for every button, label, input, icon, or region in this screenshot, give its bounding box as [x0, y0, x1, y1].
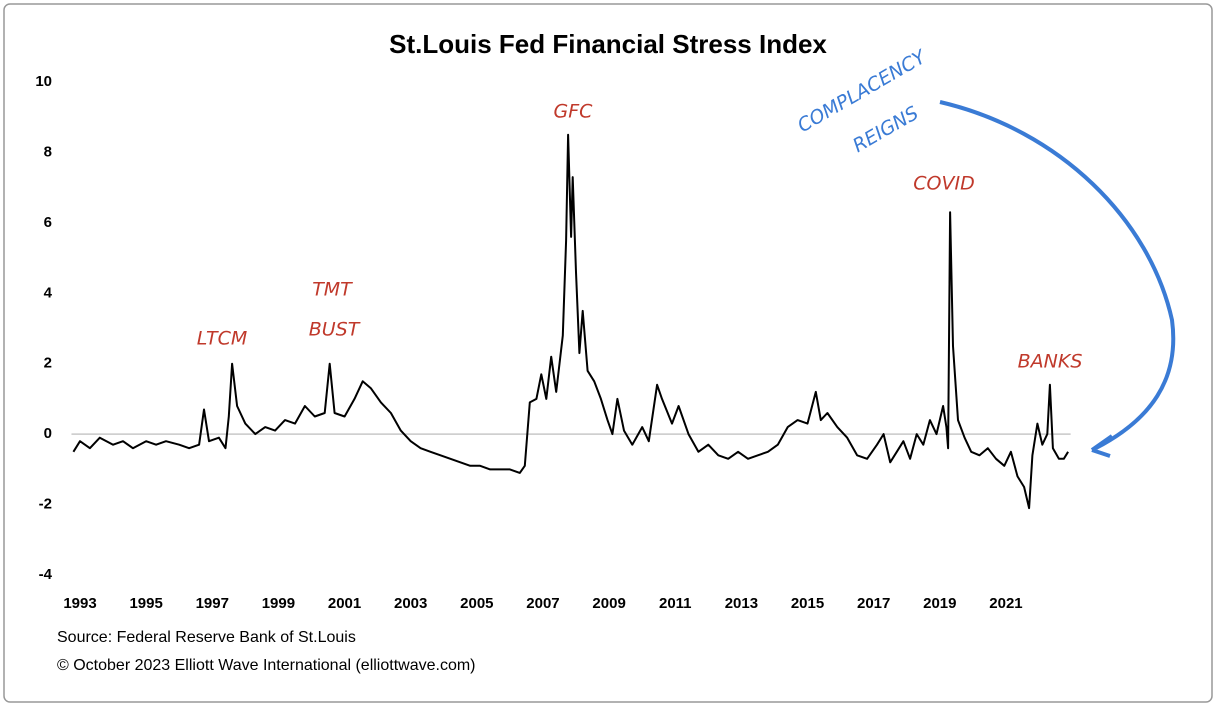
x-tick-label: 1997 [196, 595, 229, 612]
frame [3, 3, 1213, 703]
y-tick-label: 10 [35, 73, 52, 90]
arrow [939, 100, 1176, 450]
y-tick-label: -2 [39, 496, 52, 513]
y-tick-label: -4 [39, 566, 53, 583]
y-tick-label: 4 [44, 284, 53, 301]
x-tick-label: 2001 [328, 595, 361, 612]
annotation: COVID [913, 173, 974, 195]
x-tick-label: 2007 [526, 595, 559, 612]
annotation: BANKS [1018, 351, 1083, 373]
chart-title: St.Louis Fed Financial Stress Index [389, 29, 827, 59]
x-tick-label: 2021 [989, 595, 1022, 612]
annotation: TMT [312, 279, 353, 301]
x-tick-label: 2015 [791, 595, 824, 612]
x-tick-label: 2019 [923, 595, 956, 612]
y-tick-label: 2 [44, 355, 52, 372]
y-tick-label: 0 [44, 425, 52, 442]
x-tick-label: 1993 [63, 595, 96, 612]
annotation: LTCM [197, 328, 248, 350]
annotation: GFC [554, 101, 594, 123]
copyright: © October 2023 Elliott Wave Internationa… [57, 657, 476, 674]
x-tick-label: 2009 [592, 595, 625, 612]
arrow-head [1090, 434, 1114, 458]
source: Source: Federal Reserve Bank of St.Louis [57, 629, 356, 646]
x-tick-label: 2011 [659, 595, 692, 612]
annotation: BUST [309, 319, 361, 341]
line [72, 133, 1069, 510]
x-tick-label: 1999 [262, 595, 295, 612]
y-tick-label: 8 [44, 143, 52, 160]
x-tick-label: 2013 [725, 595, 758, 612]
x-tick-label: 2003 [394, 595, 427, 612]
x-tick-label: 2005 [460, 595, 493, 612]
y-tick-label: 6 [44, 214, 52, 231]
x-tick-label: 2017 [857, 595, 890, 612]
x-tick-label: 1995 [129, 595, 162, 612]
